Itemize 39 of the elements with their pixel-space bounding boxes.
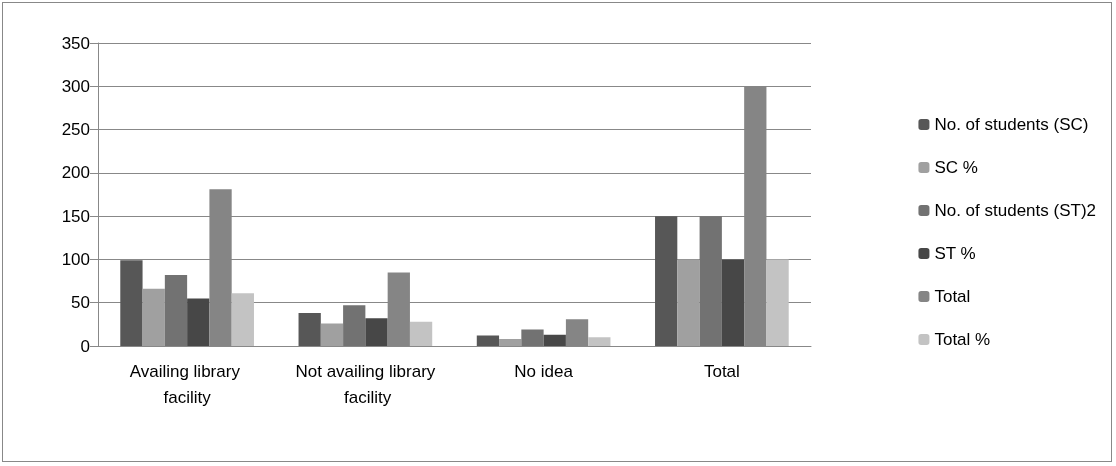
bar xyxy=(521,329,544,346)
y-tick-label: 50 xyxy=(71,293,90,313)
bar xyxy=(499,339,522,346)
bar xyxy=(588,337,611,346)
bar xyxy=(677,259,700,346)
bar xyxy=(409,321,433,346)
bar xyxy=(120,260,143,346)
legend-label: No. of students (ST)2 xyxy=(934,201,1097,220)
x-tick-label: Availing library facility xyxy=(129,361,245,407)
y-tick-label: 300 xyxy=(61,76,90,96)
x-tick-label: Total xyxy=(703,361,740,381)
y-tick-label: 100 xyxy=(61,249,90,269)
x-tick-label: Not availing library facility xyxy=(295,361,436,407)
bar xyxy=(766,259,789,346)
y-tick-label: 250 xyxy=(61,120,90,140)
y-tick-label: 0 xyxy=(80,336,90,356)
bar xyxy=(142,288,165,346)
bar xyxy=(320,323,344,346)
legend-label: ST % xyxy=(934,244,976,263)
bar xyxy=(543,334,566,346)
x-tick-label: No idea xyxy=(514,361,574,381)
bar xyxy=(231,293,254,346)
legend-label: No. of students (SC) xyxy=(934,115,1089,134)
bar xyxy=(343,305,366,346)
bar xyxy=(721,259,745,346)
y-tick-label: 200 xyxy=(61,163,90,183)
legend-label: Total % xyxy=(934,330,991,349)
bar xyxy=(365,318,388,346)
legend-label: SC % xyxy=(934,158,978,177)
bar xyxy=(187,298,210,346)
bar xyxy=(298,313,321,346)
bar xyxy=(164,275,188,346)
y-tick-label: 350 xyxy=(61,33,90,53)
bar xyxy=(565,319,589,346)
bar xyxy=(655,216,678,346)
legend-label: Total xyxy=(934,287,971,306)
y-tick-label: 150 xyxy=(61,206,90,226)
bar xyxy=(699,216,722,346)
bar xyxy=(476,335,500,346)
